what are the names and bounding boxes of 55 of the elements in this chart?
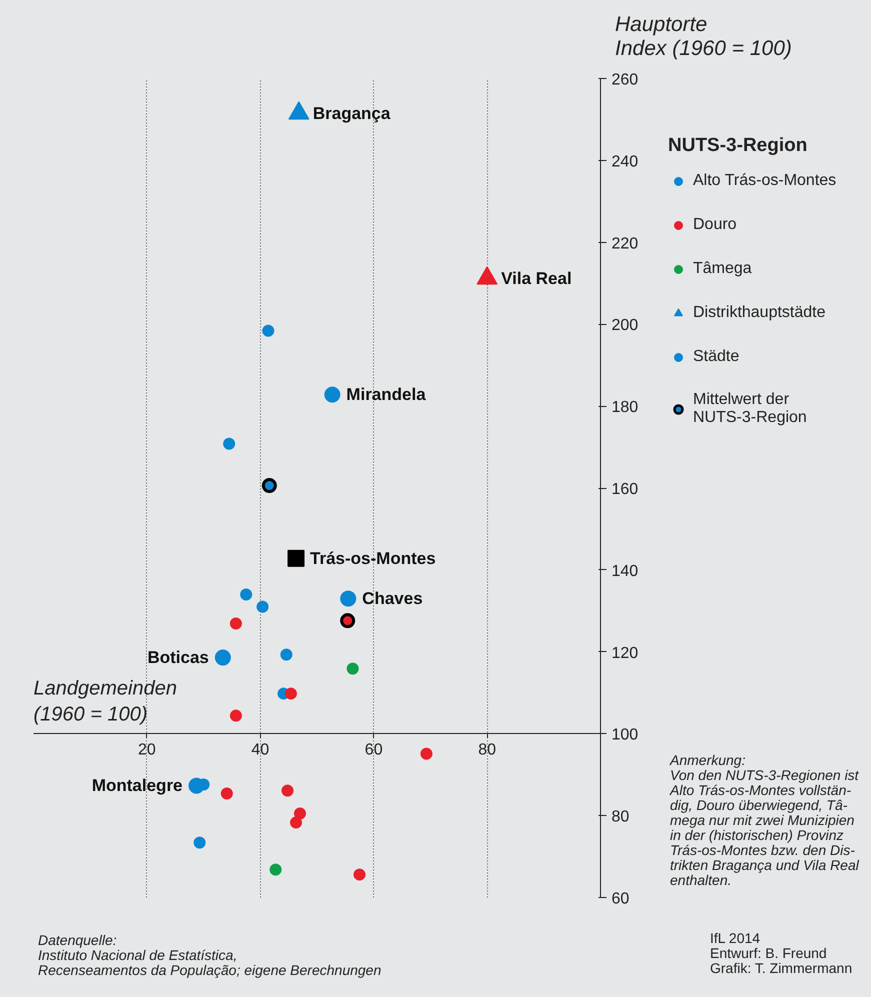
point	[288, 550, 305, 567]
y-tick-label: 80	[612, 808, 630, 826]
point	[262, 324, 274, 337]
point	[280, 648, 292, 661]
annotation: Chaves	[362, 589, 423, 608]
annotation: Bragança	[312, 104, 391, 123]
point	[220, 788, 233, 800]
point	[354, 868, 366, 881]
point	[420, 748, 432, 760]
x-tick-label: 60	[364, 742, 383, 759]
point	[270, 864, 282, 876]
x-tick-label: 20	[138, 742, 156, 759]
point	[340, 590, 356, 607]
legend-label: Städte	[693, 347, 740, 367]
y-tick-label: 220	[612, 235, 638, 252]
y-tick-label: 140	[612, 562, 638, 580]
text: IfL 2014 Entwurf: B. Freund Grafik: T. Zimmermann	[710, 930, 852, 976]
point	[284, 688, 297, 700]
legend-label: Distrikthauptstädte	[693, 303, 826, 323]
annotation: Trás-os-Montes	[310, 548, 436, 568]
legend-label: Alto Trás-os-Montes	[693, 171, 836, 191]
legend-title: NUTS-3-Region	[668, 135, 808, 157]
y-tick-label: 200	[612, 317, 638, 334]
point	[324, 386, 340, 403]
point	[346, 662, 359, 675]
annotation: Vila Real	[501, 268, 572, 288]
text: Datenquelle: Instituto Nacional de Estatística, Recenseamentos da População; eigene Berechnungen	[38, 932, 382, 978]
y-tick-label: 160	[612, 481, 638, 498]
legend-label: Douro	[693, 215, 737, 235]
x-tick-label: 80	[478, 742, 496, 759]
legend-label: Mittelwert der NUTS-3-Region	[693, 391, 807, 427]
y-tick-label: 100	[612, 726, 638, 744]
point	[223, 438, 236, 450]
text: Anmerkung: Von den NUTS-3-Regionen ist Alto Trás-os-Montes vollstän- dig, Douro überwiegend, Tâ- mega nur mit zwei Munizipien in der (historischen) Provinz Trás-os-Montes bzw. den Dis- trikten Bragança und Vila Real enthalten.	[670, 752, 859, 888]
annotation: Boticas	[147, 648, 209, 668]
y-tick-label: 260	[612, 72, 638, 88]
point	[256, 600, 269, 613]
point	[230, 618, 242, 630]
point	[282, 784, 294, 797]
point	[230, 710, 242, 722]
y-tick-label: 180	[612, 399, 638, 416]
y-tick-label: 120	[612, 644, 638, 662]
y-tick-label: 60	[612, 890, 630, 908]
point	[214, 650, 231, 666]
legend-label: Tâmega	[693, 259, 752, 279]
x-tick-label: 40	[251, 742, 270, 759]
point	[290, 816, 302, 829]
annotation: Mirandela	[346, 385, 426, 404]
y-tick-label: 240	[612, 153, 638, 170]
y-axis-title: Hauptorte Index (1960 = 100)	[615, 13, 792, 61]
point	[294, 808, 306, 820]
point	[194, 836, 206, 849]
x-axis-title: Landgemeinden (1960 = 100)	[34, 677, 177, 726]
point	[240, 588, 252, 600]
annotation: Montalegre	[92, 776, 183, 796]
